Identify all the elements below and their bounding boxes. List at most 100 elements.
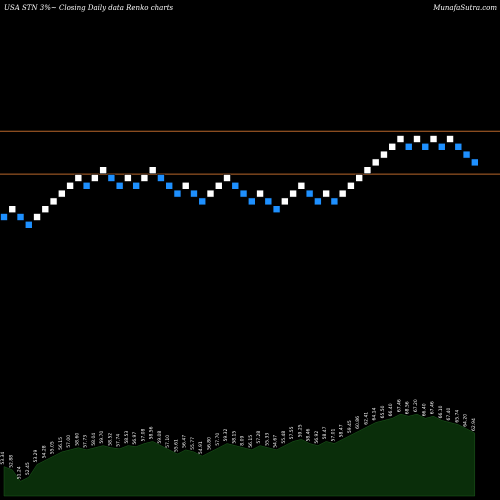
volume-label: 59.08: [157, 431, 163, 444]
renko-brick-up: [214, 182, 223, 190]
renko-brick-up: [371, 158, 380, 167]
volume-label: 67.46: [397, 399, 403, 412]
renko-brick-up: [148, 166, 157, 174]
volume-label: 58.46: [306, 428, 312, 441]
renko-brick-up: [355, 174, 363, 182]
volume-label: 64.20: [463, 414, 469, 427]
renko-brick-down: [454, 143, 463, 151]
renko-brick-up: [58, 189, 66, 198]
volume-label: 57.00: [66, 435, 72, 448]
renko-brick-up: [91, 174, 99, 182]
renko-brick-down: [0, 213, 8, 221]
volume-label: 59.25: [297, 424, 303, 437]
volume-label: 57.08: [140, 428, 146, 441]
volume-label: 59.32: [223, 428, 229, 441]
volume-label: 58.04: [91, 433, 97, 446]
volume-label: 58.47: [322, 426, 328, 439]
volume-label: 58.60: [74, 433, 80, 446]
renko-brick-up: [124, 174, 132, 182]
renko-brick-down: [272, 205, 281, 213]
renko-brick-up: [33, 213, 41, 221]
volume-label: 67.40: [446, 407, 452, 420]
volume-label: 55.77: [190, 437, 196, 450]
renko-brick-up: [347, 182, 355, 190]
renko-brick-down: [330, 197, 339, 206]
volume-label: 57.70: [215, 433, 221, 446]
renko-brick-down: [115, 182, 124, 190]
volume-label: 8.09: [240, 436, 246, 446]
renko-brick-up: [181, 182, 190, 190]
volume-label: 56.97: [132, 432, 138, 445]
volume-label: 55.48: [281, 431, 287, 444]
renko-brick-down: [305, 189, 314, 198]
volume-label: 58.47: [339, 424, 345, 437]
volume-label: 56.92: [314, 431, 320, 444]
renko-brick-up: [8, 205, 17, 213]
renko-brick-down: [16, 213, 25, 221]
volume-area: [3, 413, 476, 497]
volume-label: 66.10: [438, 405, 444, 418]
volume-label: 66.40: [388, 403, 394, 416]
renko-brick-down: [248, 197, 256, 206]
renko-brick-down: [173, 189, 182, 198]
renko-brick-up: [281, 197, 289, 206]
renko-brick-down: [314, 197, 322, 206]
renko-brick-down: [198, 197, 207, 206]
renko-brick-up: [289, 189, 297, 198]
volume-label: 54.28: [41, 445, 47, 458]
renko-brick-up: [206, 189, 215, 198]
volume-label: 64.14: [372, 407, 378, 420]
renko-brick-down: [82, 182, 91, 190]
renko-brick-up: [49, 197, 58, 206]
volume-label: 55.05: [50, 441, 56, 454]
renko-brick-down: [107, 174, 116, 182]
volume-label: 57.73: [83, 435, 89, 448]
renko-brick-up: [322, 189, 330, 198]
volume-label: 54.67: [273, 435, 279, 448]
chart-header-title: USA STN 3%~ Closing Daily data Renko cha…: [4, 4, 174, 12]
renko-brick-down: [239, 189, 248, 198]
renko-brick-down: [437, 143, 446, 151]
renko-brick-up: [380, 150, 388, 159]
volume-label: 66.40: [421, 403, 427, 416]
volume-label: 52.88: [8, 455, 14, 468]
renko-brick-down: [165, 182, 173, 190]
renko-brick-down: [190, 189, 198, 198]
volume-label: 56.15: [248, 435, 254, 448]
renko-brick-up: [74, 174, 83, 182]
volume-label: 56.47: [182, 435, 188, 448]
volume-label: 60.86: [355, 416, 361, 429]
chart-header-site: MunafaSutra.com: [433, 4, 497, 12]
volume-label: 57.55: [289, 426, 295, 439]
volume-label: 59.45: [347, 420, 353, 433]
renko-brick-up: [223, 174, 231, 182]
renko-brick-down: [157, 174, 165, 182]
volume-label: 62.41: [363, 412, 369, 425]
volume-label: 53.29: [33, 449, 39, 462]
volume-label: 59.70: [99, 431, 105, 444]
renko-brick-up: [66, 182, 74, 190]
renko-brick-down: [132, 182, 140, 190]
renko-brick-up: [388, 143, 397, 151]
volume-label: 56.80: [207, 437, 213, 450]
renko-brick-down: [404, 143, 413, 151]
renko-brick-up: [363, 166, 372, 174]
volume-label: 55.61: [174, 439, 180, 452]
volume-label: 58.52: [107, 433, 113, 446]
renko-brick-up: [256, 189, 264, 198]
renko-brick-down: [471, 158, 479, 167]
renko-brick-down: [264, 197, 273, 206]
volume-label: 68.56: [405, 401, 411, 414]
renko-brick-up: [429, 135, 438, 143]
reference-lines: [0, 130, 500, 175]
volume-label: 54.91: [198, 441, 204, 454]
volume-label: 52.45: [25, 462, 31, 475]
volume-label: 53.34: [0, 452, 6, 465]
renko-brick-up: [413, 135, 421, 143]
volume-label: 58.53: [124, 431, 130, 444]
volume-label: 65.74: [454, 410, 460, 423]
volume-label: 57.74: [116, 434, 122, 447]
renko-brick-up: [338, 189, 347, 198]
